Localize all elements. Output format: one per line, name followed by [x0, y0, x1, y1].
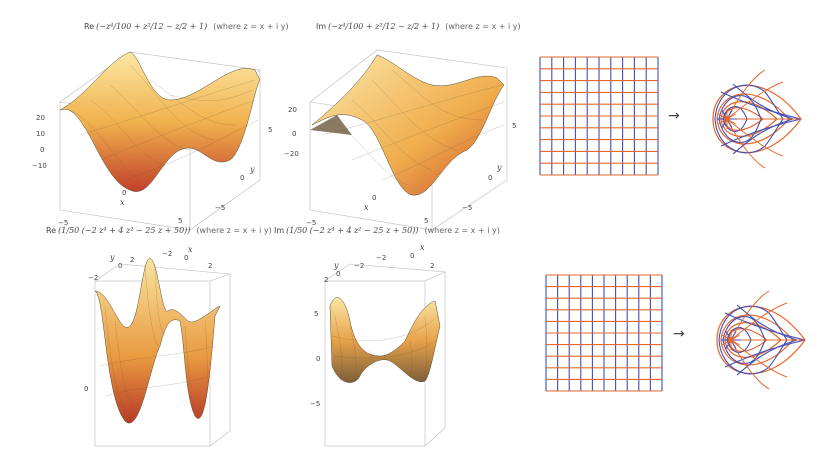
mapped-curve — [736, 339, 798, 376]
caption-note: (where z = x + i y) — [424, 226, 500, 235]
x-axis-label: x — [188, 245, 193, 254]
mapped-curve — [720, 118, 802, 147]
ytick: −2 — [162, 250, 172, 258]
caption-note: (where z = x + i y) — [196, 226, 272, 235]
y-axis-label: y — [496, 163, 502, 172]
mapped-curve — [724, 339, 806, 368]
mapped-curve — [730, 302, 788, 341]
ytick: −5 — [462, 204, 472, 212]
ytick: 0 — [184, 254, 188, 262]
caption-expression: (−z⁴/100 + z²/12 − z/2 + 1) — [96, 22, 208, 31]
plot1-zticks: 20 10 0 −10 — [32, 114, 47, 170]
xtick: −2 — [88, 274, 98, 282]
mapping-arrow-top: → — [668, 108, 680, 124]
grid-square-top — [539, 56, 659, 176]
mapped-curve — [720, 91, 802, 120]
mapped-center-point — [728, 337, 734, 343]
mapped-curve — [724, 312, 806, 341]
caption-prefix: Im — [316, 22, 327, 31]
xtick: 2 — [130, 256, 134, 264]
grid-square-bottom — [545, 274, 663, 392]
y-axis-label: y — [249, 165, 255, 174]
plot2-svg: 20 0 −20 −5 0 5 x 5 0 −5 y — [284, 49, 516, 231]
mapping-arrow-bottom: → — [673, 326, 685, 342]
plot3-svg: 0 −2 0 −2 0 2 2 y x — [84, 245, 231, 447]
y-axis-label: y — [333, 261, 339, 270]
ytick: 0 — [336, 270, 340, 278]
caption-expression: (1/50 (−2 z⁴ + 4 z² − 25 z + 50)) — [58, 226, 191, 235]
caption-note: (where z = x + i y) — [213, 22, 289, 31]
plot2-caption: Im (−z⁴/100 + z²/12 − z/2 + 1) (where z … — [316, 22, 521, 31]
xtick: −5 — [306, 219, 316, 227]
xtick: 5 — [178, 217, 182, 225]
ztick: −5 — [310, 400, 320, 408]
ztick: 0 — [40, 146, 44, 154]
xtick: 2 — [430, 262, 434, 270]
x-axis-label: x — [120, 198, 125, 207]
mapping-top-grid — [539, 56, 660, 177]
ytick: 2 — [324, 276, 328, 284]
mapped-grid-bottom — [716, 290, 806, 390]
mapped-curve — [732, 83, 794, 120]
mapped-center-point — [724, 116, 730, 122]
xtick: 5 — [424, 217, 428, 225]
ztick: 20 — [288, 106, 297, 114]
ztick: −10 — [32, 162, 47, 170]
ztick: 20 — [36, 114, 45, 122]
xtick: 0 — [372, 194, 376, 202]
caption-prefix: Im — [274, 226, 285, 235]
plot1-surface: 20 10 0 −10 −5 0 5 x 5 0 −5 y — [30, 40, 290, 231]
caption-prefix: Re — [46, 226, 57, 235]
mapping-top-image — [693, 62, 808, 177]
mapped-curve — [726, 118, 784, 157]
plot3-surface: 0 −2 0 −2 0 2 2 y x — [70, 245, 240, 454]
ytick: 2 — [208, 262, 212, 270]
xtick: −5 — [58, 219, 68, 227]
plot4-surface: 5 0 −5 −2 0 −2 0 2 2 y x — [310, 243, 460, 454]
plot1-caption: Re (−z⁴/100 + z²/12 − z/2 + 1) (where z … — [84, 22, 289, 31]
ytick: 0 — [240, 174, 244, 182]
ztick: 0 — [316, 355, 320, 363]
xtick: 0 — [410, 252, 414, 260]
plot4-svg: 5 0 −5 −2 0 −2 0 2 2 y x — [310, 243, 447, 447]
ytick: −2 — [354, 262, 364, 270]
plot2-surface: 20 0 −20 −5 0 5 x 5 0 −5 y — [282, 40, 522, 231]
mapped-curve — [730, 339, 788, 378]
ytick: 5 — [268, 126, 272, 134]
plot4-surface-mesh — [329, 297, 441, 383]
mapped-curve — [736, 304, 798, 341]
ytick: −5 — [215, 204, 225, 212]
plot1-surface-mesh — [59, 51, 261, 192]
mapped-curve — [732, 118, 794, 155]
plot4-caption: Im (1/50 (−2 z⁴ + 4 z² − 25 z + 50)) (wh… — [274, 226, 500, 235]
ytick: 0 — [488, 174, 492, 182]
x-axis-label: x — [364, 203, 369, 212]
ztick: 0 — [292, 130, 296, 138]
y-axis-label: y — [109, 253, 115, 262]
x-axis-label: x — [420, 243, 425, 252]
caption-expression: (1/50 (−2 z⁴ + 4 z² − 25 z + 50)) — [286, 226, 419, 235]
caption-prefix: Re — [84, 22, 95, 31]
plot3-surface-mesh — [94, 257, 221, 424]
mapping-bottom-grid — [545, 274, 664, 393]
mapped-curve — [726, 81, 784, 120]
plot2-surface-mesh — [311, 54, 505, 196]
mapping-bottom-image — [697, 283, 812, 398]
ztick: 0 — [84, 385, 88, 393]
ztick: 5 — [314, 310, 318, 318]
xtick: −2 — [376, 254, 386, 262]
xtick: 0 — [118, 262, 122, 270]
ztick: 10 — [36, 130, 45, 138]
plot1-svg: 20 10 0 −10 −5 0 5 x 5 0 −5 y — [32, 51, 272, 231]
mapped-grid-top — [712, 69, 802, 169]
plot3-caption: Re (1/50 (−2 z⁴ + 4 z² − 25 z + 50)) (wh… — [46, 226, 272, 235]
ztick: −20 — [284, 150, 299, 158]
caption-note: (where z = x + i y) — [445, 22, 521, 31]
xtick: 0 — [122, 189, 126, 197]
caption-expression: (−z⁴/100 + z²/12 − z/2 + 1) — [328, 22, 440, 31]
ytick: 5 — [512, 122, 516, 130]
